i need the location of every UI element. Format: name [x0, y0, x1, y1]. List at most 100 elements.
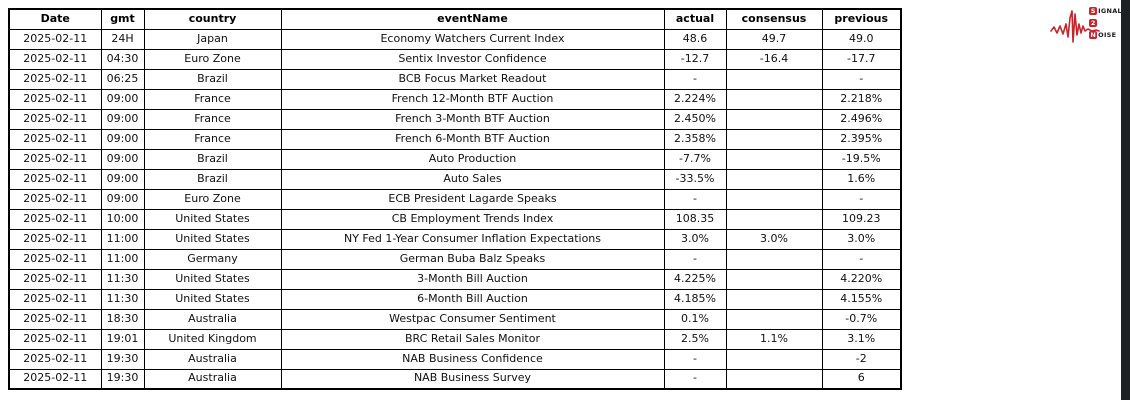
cell-consensus: 1.1%	[725, 328, 823, 350]
cell-previous: 4.220%	[821, 268, 902, 290]
cell-consensus	[725, 268, 823, 290]
cell-previous: -	[821, 68, 902, 90]
logo-line-noise: N OISE	[1089, 29, 1122, 41]
cell-previous: 2.496%	[821, 108, 902, 130]
cell-date: 2025-02-11	[8, 228, 102, 250]
table-row: 2025-02-11 19:30 Australia NAB Business Sur…	[8, 368, 902, 390]
cell-previous: 3.1%	[821, 328, 902, 350]
cell-country: France	[143, 88, 282, 110]
cell-gmt: 19:30	[100, 368, 145, 390]
cell-event-name: NAB Business Confidence	[280, 348, 665, 370]
logo-badge-2: 2	[1089, 19, 1098, 27]
table-row: 2025-02-11 19:01 United Kingdom BRC Retail …	[8, 328, 902, 350]
logo-badge-n: N	[1089, 31, 1098, 39]
cell-actual: -12.7	[663, 48, 727, 70]
cell-event-name: NY Fed 1-Year Consumer Inflation Expecta…	[280, 228, 665, 250]
cell-previous: 49.0	[821, 28, 902, 50]
cell-consensus	[725, 68, 823, 90]
cell-country: Euro Zone	[143, 48, 282, 70]
cell-event-name: French 6-Month BTF Auction	[280, 128, 665, 150]
cell-date: 2025-02-11	[8, 288, 102, 310]
cell-gmt: 04:30	[100, 48, 145, 70]
cell-consensus	[725, 108, 823, 130]
table-row: 2025-02-11 09:00 Brazil Auto Sales -33.5% 1.6…	[8, 168, 902, 190]
table-row: 2025-02-11 11:00 United States NY Fed 1-Yea…	[8, 228, 902, 250]
ecg-waveform-icon	[1050, 10, 1100, 43]
cell-event-name: Auto Production	[280, 148, 665, 170]
cell-country: Australia	[143, 368, 282, 390]
cell-gmt: 18:30	[100, 308, 145, 330]
header-gmt: gmt	[100, 8, 145, 30]
cell-country: Brazil	[143, 168, 282, 190]
table-row: 2025-02-11 09:00 Euro Zone ECB President La…	[8, 188, 902, 210]
cell-date: 2025-02-11	[8, 148, 102, 170]
cell-event-name: ECB President Lagarde Speaks	[280, 188, 665, 210]
cell-consensus	[725, 308, 823, 330]
cell-event-name: Economy Watchers Current Index	[280, 28, 665, 50]
cell-country: Euro Zone	[143, 188, 282, 210]
table-row: 2025-02-11 09:00 France French 3-Month BTF …	[8, 108, 902, 130]
table-row: 2025-02-11 24H Japan Economy Watchers Curre…	[8, 28, 902, 50]
cell-date: 2025-02-11	[8, 68, 102, 90]
cell-gmt: 11:30	[100, 268, 145, 290]
cell-date: 2025-02-11	[8, 328, 102, 350]
cell-consensus	[725, 208, 823, 230]
cell-country: Brazil	[143, 68, 282, 90]
cell-previous: -2	[821, 348, 902, 370]
cell-actual: -	[663, 248, 727, 270]
scrollbar-strip[interactable]	[1121, 0, 1130, 400]
cell-event-name: Auto Sales	[280, 168, 665, 190]
cell-actual: 2.450%	[663, 108, 727, 130]
cell-gmt: 09:00	[100, 128, 145, 150]
cell-date: 2025-02-11	[8, 108, 102, 130]
cell-actual: 2.358%	[663, 128, 727, 150]
cell-previous: 3.0%	[821, 228, 902, 250]
cell-country: United Kingdom	[143, 328, 282, 350]
cell-event-name: German Buba Balz Speaks	[280, 248, 665, 270]
cell-consensus	[725, 248, 823, 270]
cell-actual: 2.5%	[663, 328, 727, 350]
cell-previous: 4.155%	[821, 288, 902, 310]
cell-previous: -	[821, 188, 902, 210]
cell-country: United States	[143, 268, 282, 290]
table-row: 2025-02-11 09:00 France French 12-Month BTF…	[8, 88, 902, 110]
logo-line-2: 2	[1089, 17, 1122, 29]
cell-event-name: French 12-Month BTF Auction	[280, 88, 665, 110]
cell-country: United States	[143, 228, 282, 250]
table-row: 2025-02-11 09:00 Brazil Auto Production -7.7…	[8, 148, 902, 170]
cell-country: Brazil	[143, 148, 282, 170]
cell-date: 2025-02-11	[8, 168, 102, 190]
cell-consensus	[725, 148, 823, 170]
cell-country: France	[143, 108, 282, 130]
cell-previous: 6	[821, 368, 902, 390]
signal2noise-logo: S IGNAL 2 N OISE	[1050, 4, 1122, 48]
cell-consensus	[725, 188, 823, 210]
cell-previous: 1.6%	[821, 168, 902, 190]
cell-gmt: 24H	[100, 28, 145, 50]
table-row: 2025-02-11 09:00 France French 6-Month BTF …	[8, 128, 902, 150]
cell-date: 2025-02-11	[8, 308, 102, 330]
header-row: Date gmt country eventName actual consen…	[8, 8, 902, 30]
cell-gmt: 09:00	[100, 108, 145, 130]
cell-gmt: 06:25	[100, 68, 145, 90]
cell-actual: -	[663, 348, 727, 370]
cell-event-name: 3-Month Bill Auction	[280, 268, 665, 290]
cell-actual: 2.224%	[663, 88, 727, 110]
cell-previous: -19.5%	[821, 148, 902, 170]
header-country: country	[143, 8, 282, 30]
logo-text-ignal: IGNAL	[1098, 7, 1122, 15]
table-row: 2025-02-11 04:30 Euro Zone Sentix Investor …	[8, 48, 902, 70]
cell-actual: -	[663, 368, 727, 390]
header-consensus: consensus	[725, 8, 823, 30]
header-previous: previous	[821, 8, 902, 30]
logo-badge-s: S	[1089, 7, 1098, 15]
cell-previous: 2.218%	[821, 88, 902, 110]
cell-actual: 108.35	[663, 208, 727, 230]
table-row: 2025-02-11 06:25 Brazil BCB Focus Market Re…	[8, 68, 902, 90]
table-body: 2025-02-11 24H Japan Economy Watchers Curre…	[8, 28, 902, 390]
table-row: 2025-02-11 19:30 Australia NAB Business Con…	[8, 348, 902, 370]
cell-date: 2025-02-11	[8, 348, 102, 370]
cell-previous: 2.395%	[821, 128, 902, 150]
cell-consensus: 49.7	[725, 28, 823, 50]
